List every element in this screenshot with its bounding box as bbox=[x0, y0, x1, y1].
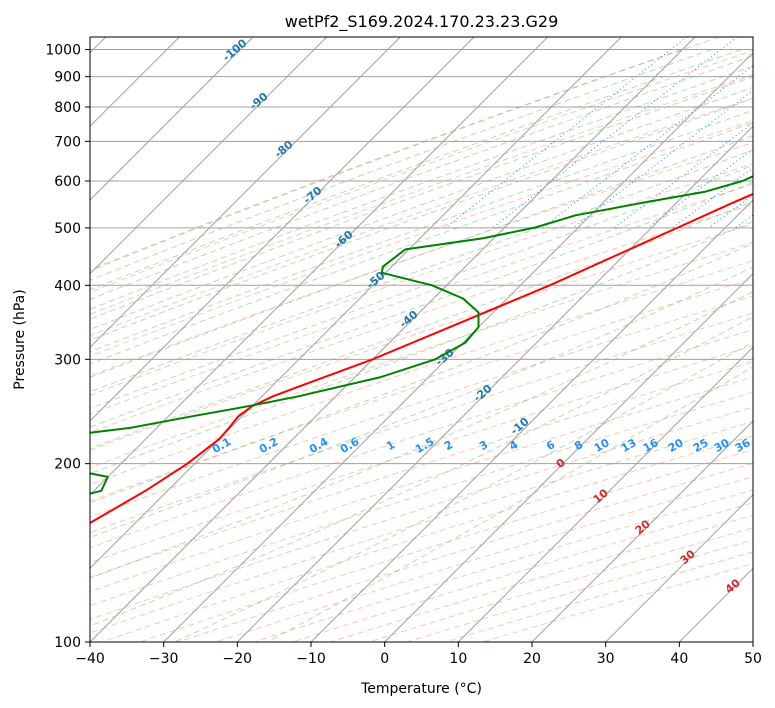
x-tick-label: 0 bbox=[380, 651, 389, 667]
chart-title: wetPf2_S169.2024.170.23.23.G29 bbox=[285, 12, 559, 32]
x-tick-label: −40 bbox=[75, 651, 105, 667]
x-tick-label: −10 bbox=[296, 651, 326, 667]
y-tick-label: 1000 bbox=[45, 43, 81, 59]
y-tick-label: 400 bbox=[54, 278, 81, 294]
x-tick-label: 10 bbox=[449, 651, 467, 667]
y-tick-label: 200 bbox=[54, 457, 81, 473]
x-tick-label: 40 bbox=[670, 651, 688, 667]
y-tick-label: 500 bbox=[54, 221, 81, 237]
y-tick-label: 700 bbox=[54, 134, 81, 150]
y-tick-label: 900 bbox=[54, 70, 81, 86]
x-axis-label: Temperature (°C) bbox=[360, 681, 482, 697]
x-tick-label: −30 bbox=[149, 651, 179, 667]
x-tick-label: −20 bbox=[223, 651, 253, 667]
x-tick-label: 50 bbox=[744, 651, 762, 667]
x-tick-label: 30 bbox=[597, 651, 615, 667]
y-tick-label: 100 bbox=[54, 635, 81, 651]
y-axis-label: Pressure (hPa) bbox=[12, 289, 28, 389]
y-tick-label: 800 bbox=[54, 100, 81, 116]
y-tick-label: 600 bbox=[54, 174, 81, 190]
y-tick-label: 300 bbox=[54, 352, 81, 368]
x-tick-label: 20 bbox=[523, 651, 541, 667]
